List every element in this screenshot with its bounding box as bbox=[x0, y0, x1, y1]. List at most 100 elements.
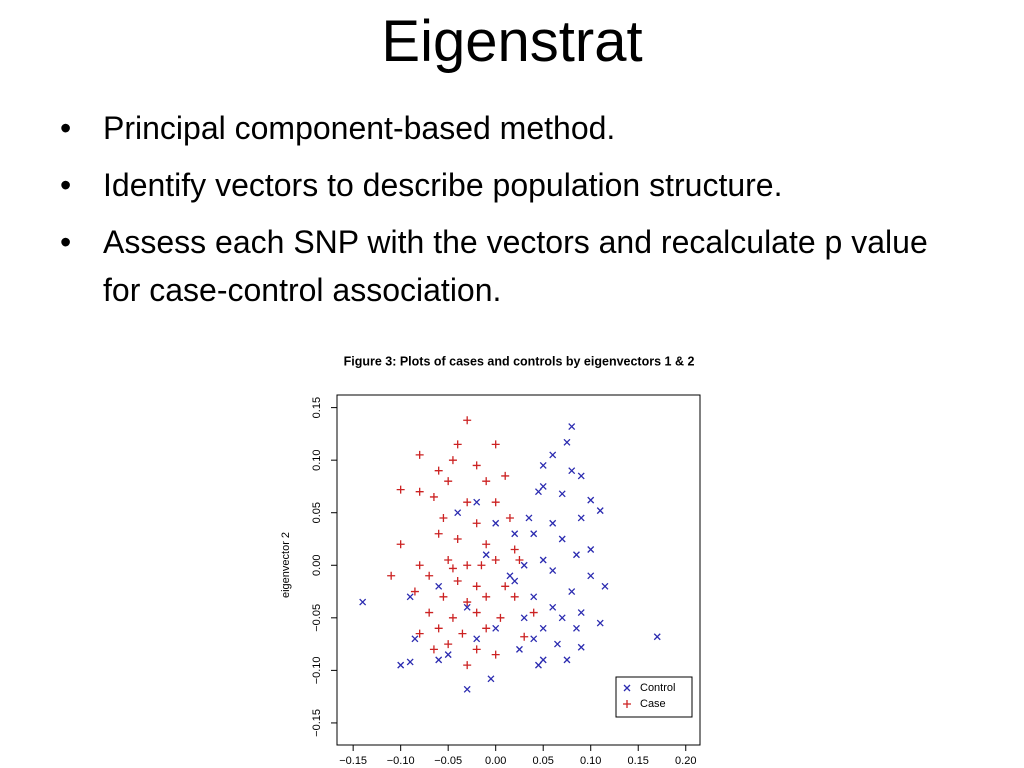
legend-label: Control bbox=[640, 682, 675, 694]
y-tick-label: −0.10 bbox=[311, 656, 323, 684]
scatter-point bbox=[558, 535, 566, 543]
scatter-point bbox=[444, 640, 453, 649]
scatter-point bbox=[482, 551, 490, 559]
bullet: Assess each SNP with the vectors and rec… bbox=[60, 218, 940, 314]
scatter-point bbox=[359, 598, 367, 606]
scatter-point bbox=[492, 519, 500, 527]
scatter-point bbox=[491, 440, 500, 449]
scatter-point bbox=[444, 556, 453, 565]
y-axis-label: eigenvector 2 bbox=[280, 532, 292, 598]
scatter-point bbox=[558, 490, 566, 498]
scatter-point bbox=[520, 614, 528, 622]
scatter-point bbox=[539, 624, 547, 632]
legend: Control Case bbox=[615, 676, 693, 718]
scatter-point bbox=[473, 635, 481, 643]
x-tick-label: 0.05 bbox=[532, 755, 553, 767]
legend-marker bbox=[623, 700, 631, 708]
y-tick-label: 0.10 bbox=[311, 449, 323, 470]
x-tick-label: 0.15 bbox=[628, 755, 649, 767]
scatter-point bbox=[491, 650, 500, 659]
scatter-point bbox=[463, 598, 472, 607]
scatter-point bbox=[549, 519, 557, 527]
scatter-point bbox=[596, 619, 604, 627]
scatter-point bbox=[587, 496, 595, 504]
scatter-point bbox=[472, 461, 481, 470]
scatter-point bbox=[487, 675, 495, 683]
scatter-point bbox=[448, 456, 457, 465]
scatter-point bbox=[549, 567, 557, 574]
bullet-list: Principal component-based method. Identif… bbox=[60, 104, 940, 323]
x-tick-label: −0.15 bbox=[339, 755, 367, 767]
scatter-point bbox=[472, 582, 481, 591]
scatter-point bbox=[491, 498, 500, 507]
legend-marker bbox=[623, 684, 631, 692]
scatter-point bbox=[415, 561, 424, 570]
scatter-point bbox=[477, 561, 486, 570]
scatter-point bbox=[539, 482, 547, 490]
legend-label: Case bbox=[640, 698, 666, 710]
y-tick-label: −0.15 bbox=[311, 709, 323, 737]
slide-title: Eigenstrat bbox=[381, 9, 643, 74]
scatter-point bbox=[454, 509, 462, 517]
scatter-point bbox=[577, 472, 585, 480]
scatter-point bbox=[506, 572, 514, 580]
bullet: Principal component-based method. bbox=[60, 104, 940, 152]
scatter-point bbox=[434, 624, 443, 633]
scatter-point bbox=[473, 498, 481, 506]
scatter-point bbox=[435, 656, 443, 664]
scatter-point bbox=[435, 582, 443, 590]
scatter-point bbox=[573, 624, 580, 632]
scatter-point bbox=[463, 416, 472, 425]
scatter-point bbox=[511, 577, 519, 585]
scatter-point bbox=[515, 556, 524, 565]
scatter-point bbox=[463, 498, 472, 507]
scatter-point bbox=[472, 608, 481, 617]
scatter-point bbox=[520, 632, 529, 641]
scatter-point bbox=[568, 588, 576, 596]
y-tick-label: 0.15 bbox=[311, 397, 323, 418]
scatter-point bbox=[425, 608, 434, 617]
scatter-point bbox=[415, 487, 424, 496]
scatter-point bbox=[396, 485, 405, 494]
scatter-point bbox=[453, 577, 462, 586]
scatter-point bbox=[463, 603, 471, 611]
scatter-point bbox=[520, 561, 528, 569]
y-tick-label: 0.05 bbox=[311, 502, 323, 523]
y-tick-label: −0.05 bbox=[311, 604, 323, 632]
scatter-point bbox=[448, 613, 457, 622]
x-tick-label: −0.10 bbox=[387, 755, 415, 767]
scatter-point bbox=[505, 513, 514, 522]
scatter-point bbox=[439, 592, 448, 601]
scatter-point bbox=[387, 571, 396, 580]
scatter-point bbox=[397, 661, 405, 669]
scatter-point bbox=[511, 530, 519, 538]
scatter-point bbox=[463, 561, 472, 570]
scatter-point bbox=[482, 540, 491, 549]
scatter-point bbox=[472, 645, 481, 654]
scatter-point bbox=[429, 645, 438, 654]
scatter-point bbox=[482, 624, 491, 633]
scatter-point bbox=[530, 530, 538, 538]
scatter-point bbox=[411, 635, 419, 643]
scatter-point bbox=[415, 629, 424, 638]
scatter-point bbox=[587, 572, 595, 580]
scatter-point bbox=[463, 685, 471, 693]
scatter-point bbox=[549, 451, 557, 459]
y-tick-label: 0.00 bbox=[311, 555, 323, 576]
scatter-point bbox=[601, 582, 609, 590]
scatter-point bbox=[472, 519, 481, 528]
x-tick-label: 0.10 bbox=[580, 755, 601, 767]
scatter-point bbox=[563, 438, 571, 446]
scatter-point bbox=[453, 440, 462, 449]
scatter-point bbox=[577, 514, 585, 522]
scatter-point bbox=[558, 614, 566, 622]
scatter-point bbox=[534, 488, 542, 496]
scatter-point bbox=[396, 540, 405, 549]
scatter-point bbox=[539, 556, 547, 564]
chart-title: Figure 3: Plots of cases and controls by… bbox=[344, 354, 695, 368]
scatter-point bbox=[549, 603, 557, 611]
scatter-point bbox=[444, 477, 453, 486]
scatter-point bbox=[577, 609, 585, 617]
